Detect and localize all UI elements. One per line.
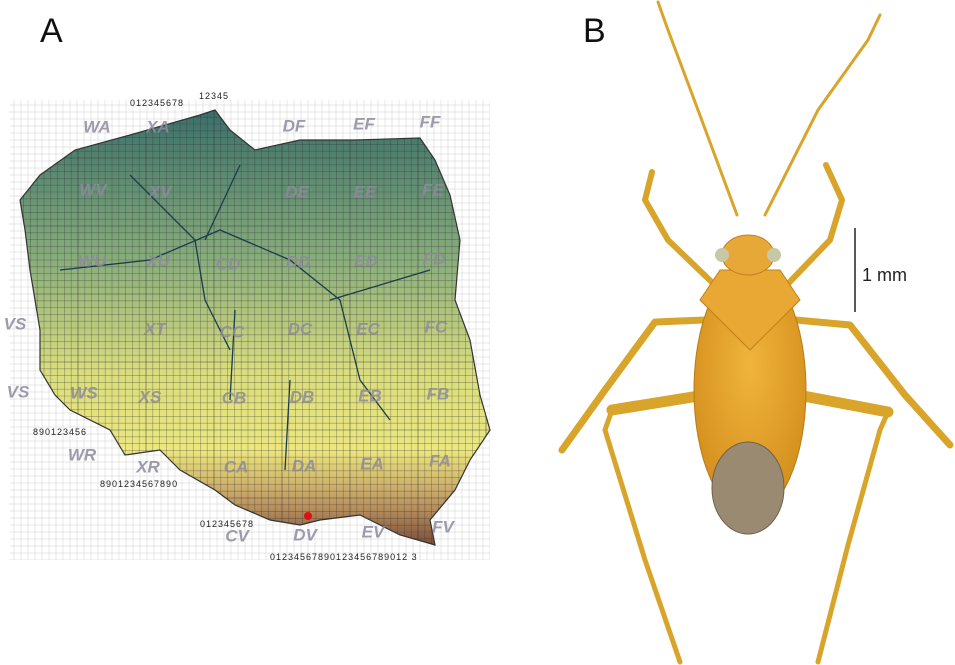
grid-square-label: XV: [148, 182, 173, 201]
grid-square-label: CV: [225, 526, 250, 545]
grid-square-label: FB: [427, 384, 450, 403]
grid-square-label: CB: [222, 388, 247, 407]
scale-label: 1 mm: [862, 265, 907, 285]
grid-square-label: WS: [70, 383, 98, 402]
grid-square-label: WA: [83, 117, 110, 136]
grid-square-label: FF: [420, 112, 441, 131]
grid-square-label: WU: [78, 251, 107, 270]
grid-square-label: XS: [138, 387, 162, 406]
grid-square-label: EE: [354, 182, 377, 201]
panel-label: B: [583, 12, 606, 50]
grid-square-label: DE: [285, 182, 309, 201]
grid-square-label: VS: [7, 382, 30, 401]
grid-digits: 890123456: [33, 427, 87, 437]
grid-square-label: XT: [143, 319, 167, 338]
grid-square-label: ED: [354, 251, 378, 270]
grid-square-label: XU: [145, 251, 170, 270]
grid-square-label: VS: [4, 314, 27, 333]
grid-square-label: EV: [362, 522, 386, 541]
grid-digits: 012345678: [130, 98, 184, 108]
grid-square-label: FA: [429, 451, 451, 470]
grid-square-label: WV: [79, 180, 108, 199]
antenna: [658, 2, 737, 215]
insect-photo: 1 mm: [562, 2, 950, 662]
grid-square-label: EA: [360, 454, 384, 473]
grid-square-label: DB: [290, 387, 315, 406]
grid-square-label: EF: [353, 114, 375, 133]
grid-square-label: FV: [432, 517, 455, 536]
grid-square-label: EC: [356, 319, 380, 338]
grid-digits: 8901234567890: [100, 479, 178, 489]
grid-digits: 01234567890123456789012 3: [270, 552, 418, 562]
grid-square-label: DF: [283, 116, 306, 135]
grid-digits: 012345678: [200, 519, 254, 529]
locality-marker: [304, 512, 312, 520]
antenna: [765, 15, 880, 215]
grid-square-label: FE: [422, 180, 444, 199]
grid-square-label: DD: [286, 252, 311, 271]
grid-square-label: FC: [425, 317, 448, 336]
grid-square-label: XR: [135, 457, 160, 476]
grid-square-label: CC: [220, 322, 245, 341]
grid-square-label: WR: [68, 445, 97, 464]
grid-square-label: EB: [358, 386, 382, 405]
grid-square-label: DA: [292, 456, 317, 475]
grid-square-label: CD: [216, 254, 241, 273]
grid-square-label: DV: [293, 525, 318, 544]
grid-square-label: CA: [224, 457, 249, 476]
panel-label: A: [40, 12, 63, 50]
grid-square-label: DC: [288, 319, 313, 338]
grid-square-label: XA: [145, 117, 170, 136]
figure: A B WA XA DF EF FF WV XV DE EE FE WU XU CD DD ED FD VS XT…: [0, 0, 955, 665]
grid-square-label: FD: [423, 249, 446, 268]
grid-digits: 12345: [199, 91, 229, 101]
